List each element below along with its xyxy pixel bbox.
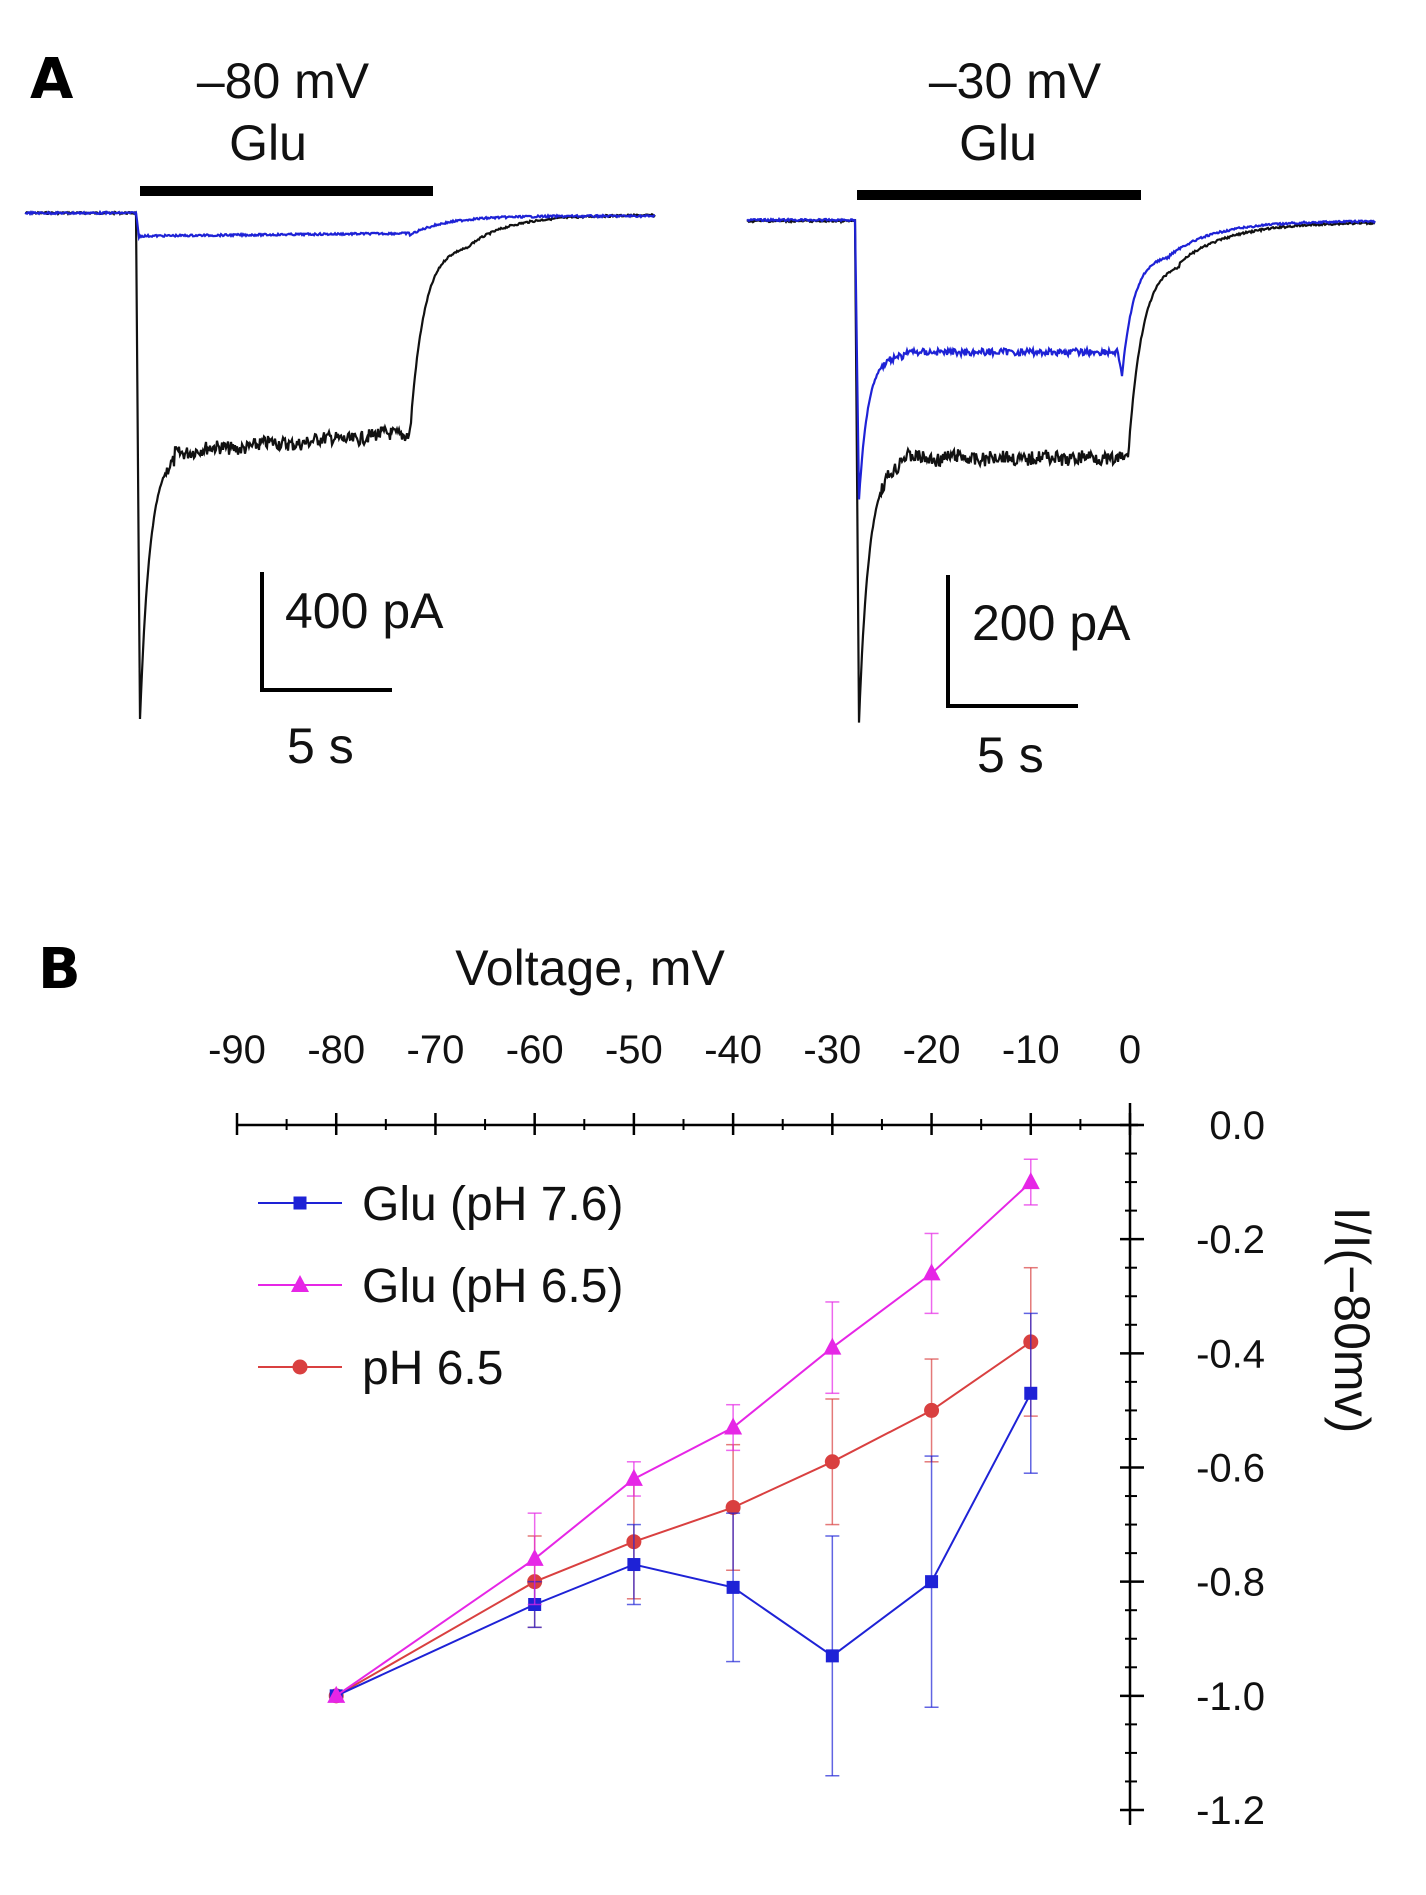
data-point — [725, 1499, 741, 1515]
data-point — [726, 1580, 740, 1594]
trace-panel-left: –80 mV Glu 400 pA 5 s — [24, 53, 656, 774]
legend: Glu (pH 7.6) Glu (pH 6.5) pH 6.5 — [258, 1178, 623, 1395]
x-tick-label: -50 — [605, 1028, 663, 1072]
legend-marker — [291, 1275, 309, 1292]
legend-label: Glu (pH 7.6) — [362, 1178, 623, 1231]
x-tick-label: -80 — [307, 1028, 365, 1072]
data-point — [823, 1337, 842, 1355]
y-axis-ticks: 0.0 -0.2 -0.4 -0.6 -0.8 -1.0 -1.2 — [1120, 1104, 1265, 1833]
x-tick-label: -90 — [208, 1028, 266, 1072]
x-tick-label: -30 — [803, 1028, 861, 1072]
data-point — [922, 1263, 941, 1281]
right-scale-current: 200 pA — [972, 595, 1131, 651]
right-control-trace — [746, 217, 1376, 723]
legend-marker — [293, 1196, 307, 1210]
series-line — [335, 1392, 1032, 1697]
data-point — [925, 1575, 939, 1589]
trace-panel-right: –30 mV Glu 200 pA 5 s — [746, 53, 1376, 783]
left-scale-bar — [260, 572, 392, 692]
data-point — [1024, 1386, 1038, 1400]
x-tick-label: 0 — [1119, 1028, 1141, 1072]
panel-a-letter: A — [30, 47, 74, 112]
left-control-trace — [24, 210, 656, 720]
x-tick-label: -40 — [704, 1028, 762, 1072]
data-point — [724, 1417, 743, 1435]
y-tick-label: -1.2 — [1196, 1789, 1265, 1833]
data-point — [1021, 1172, 1040, 1190]
data-point — [627, 1558, 641, 1572]
x-tick-label: -70 — [407, 1028, 465, 1072]
x-axis-title: Voltage, mV — [455, 940, 725, 996]
legend-label: pH 6.5 — [362, 1342, 503, 1395]
left-voltage-label: –80 mV — [197, 53, 370, 109]
left-drug-label: Glu — [229, 115, 307, 171]
y-tick-label: 0.0 — [1209, 1104, 1265, 1148]
right-voltage-label: –30 mV — [929, 53, 1102, 109]
data-point — [824, 1454, 840, 1470]
left-scale-time: 5 s — [287, 718, 354, 774]
y-axis-title: I/I(−80mv) — [1324, 1207, 1380, 1433]
x-tick-label: -10 — [1002, 1028, 1060, 1072]
right-scale-bar — [946, 575, 1078, 708]
right-drug-label: Glu — [959, 115, 1037, 171]
iv-chart: Voltage, mV I/I(−80mv) -90 -80 -70 -60 -50 -4… — [208, 940, 1380, 1833]
y-tick-label: -0.4 — [1196, 1332, 1265, 1376]
series-layer — [327, 1158, 1040, 1777]
y-tick-label: -0.2 — [1196, 1218, 1265, 1262]
y-tick-label: -1.0 — [1196, 1675, 1265, 1719]
panel-b-letter: B — [38, 937, 81, 1002]
data-point — [924, 1402, 940, 1418]
left-low-ph-trace — [24, 209, 655, 242]
x-tick-label: -20 — [903, 1028, 961, 1072]
right-low-ph-trace — [746, 216, 1376, 500]
y-tick-label: -0.8 — [1196, 1561, 1265, 1605]
x-axis-ticks: -90 -80 -70 -60 -50 -40 -30 -20 -10 0 — [208, 1028, 1141, 1135]
x-tick-label: -60 — [506, 1028, 564, 1072]
data-point — [327, 1685, 346, 1703]
series-1 — [327, 1158, 1040, 1703]
legend-marker — [292, 1359, 308, 1375]
left-scale-current: 400 pA — [285, 583, 444, 639]
data-point — [825, 1649, 839, 1663]
data-point — [624, 1468, 643, 1486]
legend-label: Glu (pH 6.5) — [362, 1260, 623, 1313]
data-point — [525, 1548, 544, 1566]
right-scale-time: 5 s — [977, 727, 1044, 783]
y-tick-label: -0.6 — [1196, 1447, 1265, 1491]
